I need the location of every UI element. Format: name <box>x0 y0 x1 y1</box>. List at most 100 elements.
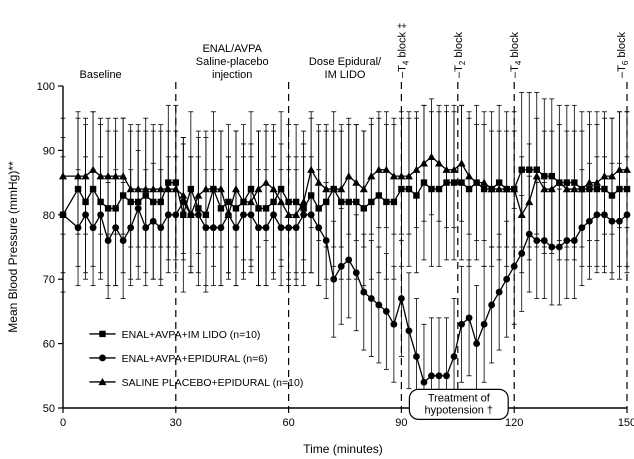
data-point <box>592 178 601 186</box>
data-point <box>413 353 420 360</box>
data-point <box>352 269 360 277</box>
data-point <box>503 275 511 283</box>
data-point <box>104 172 113 180</box>
data-point <box>59 172 67 180</box>
data-point <box>420 378 428 386</box>
data-point <box>488 301 496 309</box>
data-point <box>398 295 405 302</box>
data-point <box>472 178 481 186</box>
data-point <box>427 152 436 161</box>
data-point <box>533 237 541 244</box>
phase-label: Saline-placebo <box>196 56 269 68</box>
data-point <box>435 372 443 380</box>
data-point <box>555 178 564 186</box>
phase-label: IM LIDO <box>325 69 366 81</box>
x-tick-label: 0 <box>60 417 66 429</box>
data-point <box>435 159 443 167</box>
x-tick-label: 120 <box>505 417 523 429</box>
data-point <box>329 185 338 193</box>
data-point <box>344 172 353 180</box>
data-point <box>126 185 135 193</box>
data-point <box>405 327 413 335</box>
data-point <box>81 172 90 180</box>
data-point <box>337 262 345 270</box>
data-point <box>164 185 173 193</box>
data-point <box>450 353 458 360</box>
data-point <box>367 172 376 180</box>
data-point <box>442 165 451 173</box>
data-point <box>359 185 368 193</box>
data-point <box>194 191 203 199</box>
treatment-label: Treatment of <box>428 392 491 404</box>
phase-label: Dose Epidural/ <box>309 56 382 68</box>
x-tick-label: 90 <box>395 417 407 429</box>
data-point <box>314 178 323 186</box>
legend-label: ENAL+AVPA+IM LIDO (n=10) <box>122 329 261 341</box>
x-tick-label: 60 <box>282 417 294 429</box>
data-point <box>428 372 435 380</box>
event-label: –T6 block <box>616 31 630 78</box>
data-point <box>247 197 255 206</box>
data-point <box>502 185 511 193</box>
data-point <box>299 197 308 206</box>
data-point <box>495 185 504 193</box>
data-point <box>254 185 263 193</box>
y-tick-label: 60 <box>43 339 55 351</box>
series-triangle <box>59 98 631 274</box>
data-point <box>307 165 316 173</box>
data-point <box>495 288 503 296</box>
data-point <box>510 185 519 193</box>
data-point <box>585 178 594 186</box>
x-tick-label: 150 <box>618 417 634 429</box>
y-tick-label: 70 <box>43 274 55 286</box>
data-point <box>156 185 165 193</box>
data-point <box>330 275 338 283</box>
data-point <box>615 165 624 173</box>
data-point <box>224 210 233 218</box>
data-point <box>360 288 368 296</box>
x-axis-label: Time (minutes) <box>303 442 383 456</box>
x-tick-label: 30 <box>170 417 182 429</box>
data-point <box>480 320 488 328</box>
data-point <box>390 320 398 328</box>
phase-label: injection <box>212 69 252 81</box>
data-point <box>473 340 480 347</box>
data-point <box>540 185 549 193</box>
data-point <box>525 197 534 206</box>
data-point <box>337 185 346 193</box>
legend-marker <box>99 354 106 362</box>
phase-label: Baseline <box>79 69 121 81</box>
data-point <box>419 159 428 167</box>
data-point <box>457 159 466 167</box>
data-point <box>186 210 195 218</box>
data-point <box>149 185 158 193</box>
legend-label: ENAL+AVPA+EPIDURAL (n=6) <box>122 353 268 365</box>
data-point <box>262 178 271 186</box>
data-point <box>322 185 331 193</box>
data-point <box>577 185 586 193</box>
data-point <box>517 210 526 218</box>
legend: ENAL+AVPA+IM LIDO (n=10) ENAL+AVPA+EPIDUR… <box>89 329 303 389</box>
data-point <box>487 185 496 193</box>
data-point <box>465 172 474 180</box>
data-point <box>119 172 128 180</box>
data-point <box>623 165 631 173</box>
data-point <box>600 172 609 180</box>
data-point <box>367 295 375 302</box>
data-point <box>382 165 391 173</box>
data-point <box>397 172 406 180</box>
data-point <box>277 197 286 206</box>
data-point <box>209 185 218 193</box>
data-point <box>119 237 127 244</box>
data-point <box>570 185 579 193</box>
data-point <box>532 172 541 180</box>
data-point <box>404 172 413 180</box>
treatment-label: hypotension † <box>425 404 494 416</box>
data-point <box>201 185 210 193</box>
data-point <box>104 237 112 244</box>
legend-marker <box>99 330 106 338</box>
event-label: –T2 block <box>453 31 467 78</box>
data-point <box>239 197 248 206</box>
data-point <box>382 308 390 315</box>
